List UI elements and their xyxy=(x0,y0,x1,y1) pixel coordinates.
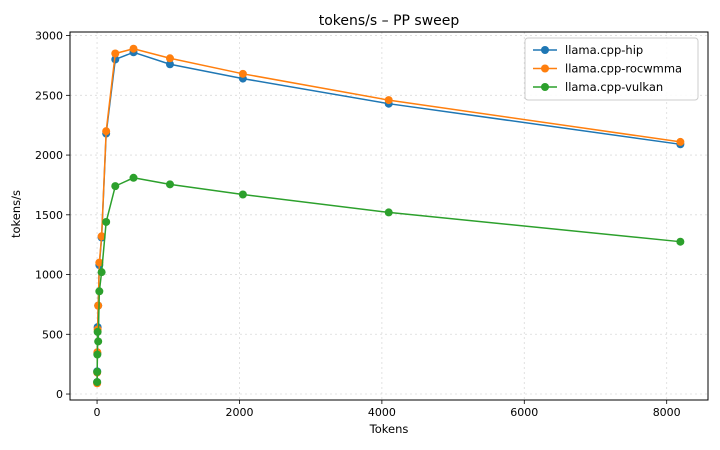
data-point xyxy=(102,217,111,226)
y-axis-label: tokens/s xyxy=(9,190,23,238)
data-point xyxy=(129,44,138,53)
x-tick-label: 6000 xyxy=(510,406,538,419)
legend-item: llama.cpp-rocwmma xyxy=(533,62,682,76)
y-tick-label: 0 xyxy=(56,388,63,401)
data-point xyxy=(676,137,685,146)
x-tick-label: 0 xyxy=(94,406,101,419)
y-tick-label: 1500 xyxy=(35,209,63,222)
data-point xyxy=(93,350,102,359)
data-point xyxy=(93,367,102,376)
data-point xyxy=(95,258,104,267)
data-point xyxy=(129,173,138,182)
data-point xyxy=(111,182,120,191)
ticks: 0 2000 4000 6000 8000 0 500 1000 1500 2000 2500 300… xyxy=(35,30,681,419)
data-point xyxy=(384,208,393,217)
data-point xyxy=(238,190,247,199)
x-axis-label: Tokens xyxy=(369,422,409,436)
series-layer xyxy=(93,44,685,388)
y-tick-label: 3000 xyxy=(35,30,63,43)
legend-marker xyxy=(541,83,549,91)
legend-label: llama.cpp-vulkan xyxy=(565,80,663,94)
legend-label: llama.cpp-hip xyxy=(565,43,643,57)
data-point xyxy=(165,54,174,63)
y-tick-label: 500 xyxy=(42,328,63,341)
data-point xyxy=(95,287,104,296)
y-tick-label: 2500 xyxy=(35,89,63,102)
x-tick-label: 8000 xyxy=(653,406,681,419)
legend: llama.cpp-hip llama.cpp-rocwmma llama.cpp-… xyxy=(524,37,699,101)
data-point xyxy=(676,237,685,246)
y-tick-label: 2000 xyxy=(35,149,63,162)
chart-title: tokens/s – PP sweep xyxy=(319,13,460,29)
data-point xyxy=(111,49,120,58)
x-tick-label: 2000 xyxy=(225,406,253,419)
series-llama.cpp-vulkan xyxy=(93,173,685,387)
data-point xyxy=(94,301,103,310)
data-point xyxy=(165,180,174,189)
data-point xyxy=(165,60,174,69)
data-point xyxy=(102,127,111,136)
x-tick-label: 4000 xyxy=(368,406,396,419)
legend-item: llama.cpp-vulkan xyxy=(533,80,663,94)
legend-label: llama.cpp-rocwmma xyxy=(565,62,682,76)
legend-box xyxy=(524,37,699,101)
y-tick-label: 1000 xyxy=(35,269,63,282)
legend-marker xyxy=(541,46,549,54)
data-point xyxy=(97,268,106,277)
legend-item: llama.cpp-hip xyxy=(533,43,643,57)
data-point xyxy=(93,327,102,336)
data-point xyxy=(238,69,247,78)
legend-marker xyxy=(541,64,549,73)
data-point xyxy=(384,96,393,105)
data-point xyxy=(94,337,103,346)
data-point xyxy=(97,232,106,241)
data-point xyxy=(93,378,102,387)
plot-area xyxy=(69,31,709,401)
